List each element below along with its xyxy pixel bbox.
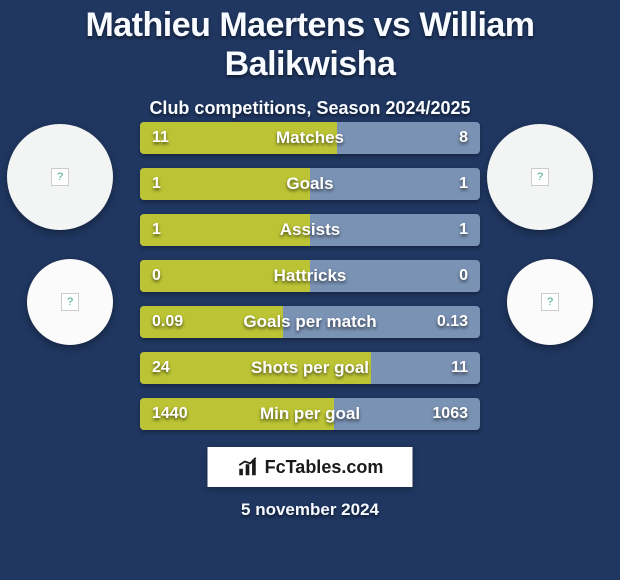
stat-label: Min per goal	[140, 398, 480, 430]
stat-label: Goals per match	[140, 306, 480, 338]
comparison-canvas: Mathieu Maertens vs William Balikwisha C…	[0, 0, 620, 580]
image-placeholder-icon: ?	[61, 293, 79, 311]
subtitle: Club competitions, Season 2024/2025	[0, 98, 620, 119]
stat-row: 0.09Goals per match0.13	[140, 306, 480, 338]
stat-row: 24Shots per goal11	[140, 352, 480, 384]
bar-chart-icon	[237, 456, 259, 478]
stat-label: Shots per goal	[140, 352, 480, 384]
stat-right-value: 1	[459, 168, 468, 200]
stat-right-value: 0.13	[437, 306, 468, 338]
image-placeholder-icon: ?	[531, 168, 549, 186]
player-left-avatar: ?	[7, 124, 113, 230]
image-placeholder-icon: ?	[541, 293, 559, 311]
player-right-club-badge: ?	[507, 259, 593, 345]
stat-label: Assists	[140, 214, 480, 246]
stat-label: Matches	[140, 122, 480, 154]
page-title: Mathieu Maertens vs William Balikwisha	[0, 0, 620, 84]
stat-row: 0Hattricks0	[140, 260, 480, 292]
image-placeholder-icon: ?	[51, 168, 69, 186]
player-left-club-badge: ?	[27, 259, 113, 345]
stat-right-value: 1	[459, 214, 468, 246]
stat-label: Hattricks	[140, 260, 480, 292]
stat-right-value: 8	[459, 122, 468, 154]
stat-right-value: 1063	[432, 398, 468, 430]
branding-badge: FcTables.com	[208, 447, 413, 487]
stat-right-value: 0	[459, 260, 468, 292]
stat-row: 1Assists1	[140, 214, 480, 246]
branding-text: FcTables.com	[265, 457, 384, 478]
date-line: 5 november 2024	[0, 500, 620, 520]
stat-row: 11Matches8	[140, 122, 480, 154]
player-right-avatar: ?	[487, 124, 593, 230]
stat-row: 1Goals1	[140, 168, 480, 200]
stat-bars: 11Matches81Goals11Assists10Hattricks00.0…	[140, 122, 480, 444]
stat-right-value: 11	[451, 352, 468, 384]
stat-row: 1440Min per goal1063	[140, 398, 480, 430]
stat-label: Goals	[140, 168, 480, 200]
